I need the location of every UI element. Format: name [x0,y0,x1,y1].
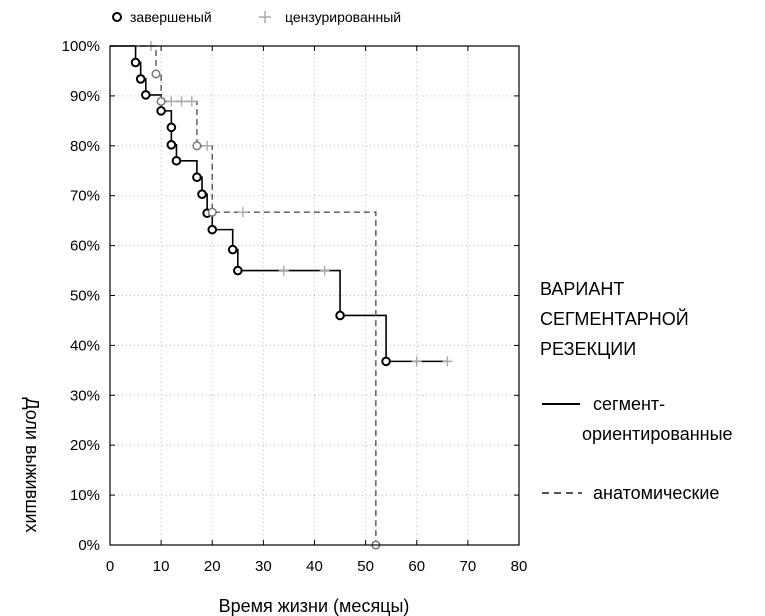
event-marker [140,90,151,100]
y-tick-label: 60% [70,238,100,255]
series-line [110,45,448,363]
x-tick-label: 50 [357,558,374,575]
legend-dashed-label: анатомические [593,483,719,503]
y-tick-label: 100% [62,38,100,55]
legend-event-marker [112,12,122,22]
event-marker [156,106,166,116]
censored-marker [442,356,453,367]
event-marker [130,57,141,68]
event-marker [135,74,146,84]
x-tick-label: 30 [255,558,272,575]
event-marker [335,310,345,321]
x-axis-title: Время жизни (месяцы) [219,596,410,616]
plot-frame [109,45,520,546]
x-tick-label: 40 [306,558,323,575]
censored-marker [319,265,330,276]
y-tick-label: 90% [70,88,100,105]
legend-censored-marker [259,11,271,23]
censored-marker [278,265,289,276]
censored-marker [411,356,422,367]
event-marker [156,96,166,106]
y-tick-labels: 0% 10% 20% 30% 40% 50% 60% 70% 80% 90% 100% [62,38,100,554]
event-marker [192,141,202,151]
x-tick-label: 70 [460,558,477,575]
series-anatomical [110,41,381,550]
event-marker [207,224,218,235]
legend-event-label: завершеный [130,9,212,25]
legend-title-line-1: ВАРИАНТ [540,279,624,299]
grid-lines [110,46,519,545]
event-marker [151,69,161,79]
event-marker [166,140,177,150]
legend-title-line-2: СЕГМЕНТАРНОЙ [540,308,689,329]
y-tick-label: 40% [70,337,100,354]
event-marker [192,172,202,183]
censored-marker [166,96,177,107]
series-layer [110,41,453,550]
y-tick-label: 20% [70,437,100,454]
event-marker [166,122,177,133]
censored-marker [186,96,197,107]
event-marker [171,155,182,166]
censored-marker [202,140,213,151]
x-tick-label: 0 [106,558,114,575]
censored-marker [176,96,187,107]
series-line [110,45,377,545]
event-marker [227,244,238,255]
y-tick-label: 70% [70,188,100,205]
y-tick-label: 80% [70,138,100,155]
y-tick-label: 50% [70,288,100,305]
x-tick-label: 60 [408,558,425,575]
series-legend: ВАРИАНТ СЕГМЕНТАРНОЙ РЕЗЕКЦИИ сегмент- о… [540,279,733,503]
event-marker [381,356,391,367]
series-segment-oriented [110,45,453,367]
event-marker [233,265,243,276]
y-tick-label: 0% [78,537,100,554]
y-axis-title: Доли выживших [22,397,42,532]
censored-marker [237,207,248,218]
x-tick-labels: 0 10 20 30 40 50 60 70 80 [106,558,528,575]
x-tick-label: 80 [511,558,528,575]
marker-legend: завершеный цензурированный [112,9,401,25]
legend-solid-label-line-1: сегмент- [593,394,665,414]
x-tick-label: 20 [204,558,221,575]
legend-censored-label: цензурированный [285,9,401,25]
legend-solid-label-line-2: ориентированные [582,424,733,444]
y-tick-label: 10% [70,487,100,504]
event-marker [207,207,217,217]
y-tick-label: 30% [70,387,100,404]
event-marker [197,189,207,200]
legend-title-line-3: РЕЗЕКЦИИ [540,339,636,359]
x-tick-label: 10 [153,558,170,575]
